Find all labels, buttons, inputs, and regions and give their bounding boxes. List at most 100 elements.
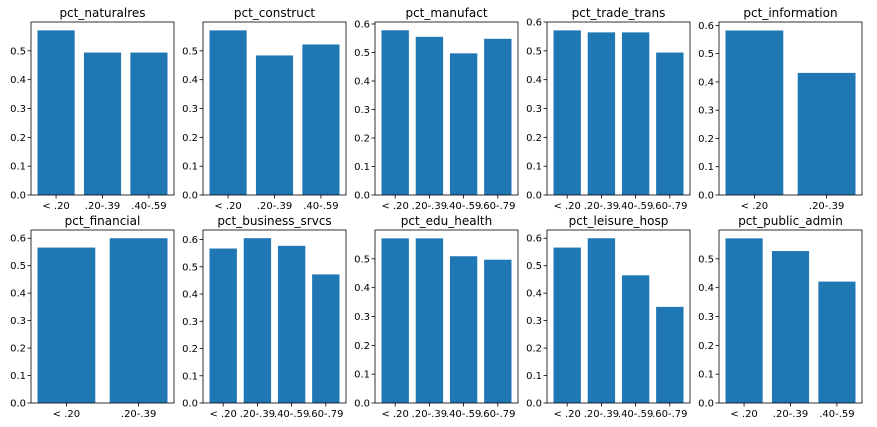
- subplot-pct-public-admin: 0.0 0.1 0.2 0.3 0.4 0.5 < .20 .20-.39 .40-.59 pct…: [698, 214, 863, 420]
- subplot-title: pct_construct: [234, 6, 316, 20]
- bar-1: [209, 30, 247, 196]
- y-tick-label: 0.4: [698, 77, 714, 88]
- y-tick-label: 0.2: [526, 344, 542, 355]
- y-tick-label: 0.3: [182, 317, 198, 328]
- bar-3: [818, 281, 856, 403]
- y-tick-label: 0.4: [526, 75, 542, 86]
- x-tick-label: .20-.39: [584, 409, 619, 420]
- y-tick-label: 0.2: [698, 134, 714, 145]
- axes-frame: [374, 21, 519, 196]
- x-tick-label: .40-.59: [131, 201, 166, 212]
- y-tick-label: 0.0: [354, 399, 370, 410]
- subplot-pct-edu-health: 0.0 0.1 0.2 0.3 0.4 0.5 < .20 .20-.39.40-.59.60…: [354, 214, 519, 420]
- bar-4: [656, 52, 684, 196]
- bar-1: [553, 247, 581, 403]
- x-tick-label: .40-.59: [303, 201, 338, 212]
- bar-3: [621, 275, 650, 403]
- subplot-title: pct_trade_trans: [572, 6, 666, 20]
- x-tick-label: .20-.39: [412, 409, 447, 420]
- bar-2: [243, 238, 272, 403]
- y-tick-label: 0.4: [182, 75, 198, 86]
- y-tick-label: 0.3: [526, 104, 542, 115]
- y-tick-label: 0.5: [354, 48, 370, 59]
- x-tick-label: .60-.79: [480, 409, 515, 420]
- y-tick-label: 0.0: [10, 399, 26, 410]
- x-tick-label: .40-.59: [819, 409, 854, 420]
- bar-1: [725, 238, 763, 403]
- x-tick-label: .40-.59: [446, 201, 481, 212]
- y-tick-label: 0.2: [182, 344, 198, 355]
- bar-2: [109, 238, 168, 403]
- y-tick-label: 0.6: [526, 18, 542, 29]
- y-tick-label: 0.5: [182, 46, 198, 57]
- bar-1: [209, 248, 237, 403]
- y-tick-label: 0.6: [354, 19, 370, 30]
- bar-1: [725, 30, 784, 195]
- y-tick-label: 0.6: [698, 21, 714, 32]
- y-tick-label: 0.4: [698, 283, 714, 294]
- x-tick-label: < .20: [381, 201, 408, 212]
- y-tick-label: 0.2: [526, 133, 542, 144]
- y-tick-label: 0.0: [526, 399, 542, 410]
- y-tick-label: 0.3: [10, 104, 26, 115]
- axes-frame: [30, 229, 175, 404]
- y-tick-label: 0.2: [182, 133, 198, 144]
- axes-frame: [546, 229, 691, 404]
- x-tick-label: < .20: [42, 201, 69, 212]
- x-tick-label: .20-.39: [809, 201, 844, 212]
- bar-2: [255, 55, 294, 195]
- bar-4: [656, 306, 684, 403]
- y-tick-label: 0.2: [354, 133, 370, 144]
- y-tick-label: 0.0: [354, 191, 370, 202]
- y-tick-label: 0.5: [10, 261, 26, 272]
- y-tick-label: 0.3: [698, 312, 714, 323]
- bar-1: [553, 30, 581, 196]
- bar-2: [771, 251, 810, 403]
- y-tick-label: 0.3: [354, 105, 370, 116]
- y-tick-label: 0.5: [698, 49, 714, 60]
- bar-4: [484, 259, 512, 403]
- x-tick-label: .40-.59: [274, 409, 309, 420]
- axes-frame: [202, 229, 347, 404]
- bar-2: [83, 52, 122, 196]
- y-tick-label: 0.3: [10, 316, 26, 327]
- x-tick-label: .60-.79: [308, 409, 343, 420]
- y-tick-label: 0.0: [698, 191, 714, 202]
- x-tick-label: .40-.59: [618, 409, 653, 420]
- y-tick-label: 0.1: [10, 162, 26, 173]
- bar-2: [797, 72, 856, 195]
- subplot-pct-manufact: 0.0 0.1 0.2 0.3 0.4 0.5 0.6 < .20 .20-.39.40-.59…: [354, 6, 519, 212]
- bar-4: [312, 274, 340, 403]
- x-tick-label: .60-.79: [652, 409, 687, 420]
- y-tick-label: 0.5: [698, 254, 714, 265]
- subplot-pct-trade-trans: 0.0 0.1 0.2 0.3 0.4 0.5 0.6 < .20 .20-.39.40-.59…: [526, 6, 691, 212]
- y-tick-label: 0.3: [526, 316, 542, 327]
- bar-3: [302, 44, 340, 195]
- bar-2: [415, 36, 444, 195]
- y-tick-label: 0.0: [10, 191, 26, 202]
- y-tick-label: 0.1: [526, 371, 542, 382]
- y-tick-label: 0.4: [182, 290, 198, 301]
- bar-3: [277, 245, 306, 403]
- bar-1: [381, 238, 409, 403]
- bar-3: [621, 32, 650, 195]
- x-tick-label: .40-.59: [446, 409, 481, 420]
- y-tick-label: 0.5: [182, 262, 198, 273]
- y-tick-label: 0.2: [698, 341, 714, 352]
- y-tick-label: 0.3: [354, 312, 370, 323]
- subplot-pct-naturalres: 0.0 0.1 0.2 0.3 0.4 0.5 < .20 .20-.39 .40-.59 pct…: [10, 6, 175, 212]
- y-tick-label: 0.0: [526, 191, 542, 202]
- x-tick-label: .20-.39: [257, 201, 292, 212]
- y-tick-label: 0.4: [10, 75, 26, 86]
- x-tick-label: .60-.79: [652, 201, 687, 212]
- axes-frame: [718, 21, 863, 196]
- x-tick-label: < .20: [209, 409, 236, 420]
- y-tick-label: 0.3: [182, 104, 198, 115]
- subplot-title: pct_leisure_hosp: [569, 214, 669, 228]
- subplot-pct-financial: 0.0 0.1 0.2 0.3 0.4 0.5 0.6 < .20 .20-.39 pct_fin…: [10, 214, 175, 420]
- subplot-pct-construct: 0.0 0.1 0.2 0.3 0.4 0.5 < .20 .20-.39 .40-.59 pct…: [182, 6, 347, 212]
- x-tick-label: < .20: [553, 201, 580, 212]
- y-tick-label: 0.3: [698, 106, 714, 117]
- y-tick-label: 0.5: [526, 261, 542, 272]
- subplot-pct-leisure-hosp: 0.0 0.1 0.2 0.3 0.4 0.5 0.6 < .20 .20-.39.40-.59…: [526, 214, 691, 420]
